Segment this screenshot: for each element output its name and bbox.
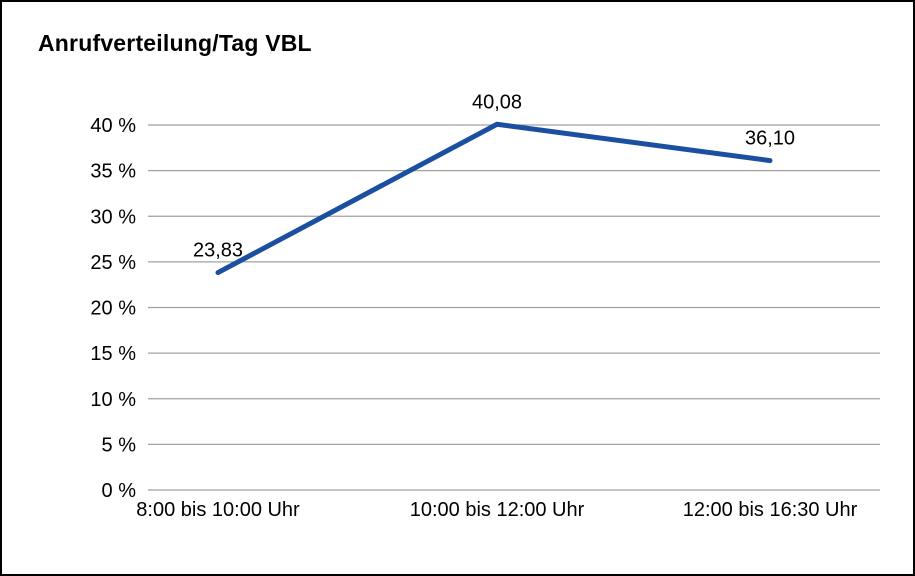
y-axis-tick-label: 30 % [90, 206, 136, 228]
y-axis-tick-label: 15 % [90, 343, 136, 365]
data-point-label: 23,83 [193, 240, 243, 262]
y-axis-tick-label: 35 % [90, 161, 136, 183]
chart-title: Anrufverteilung/Tag VBL [38, 30, 312, 56]
y-axis-tick-label: 5 % [102, 434, 137, 456]
x-axis-tick-label: 8:00 bis 10:00 Uhr [136, 499, 300, 521]
x-axis-tick-label: 10:00 bis 12:00 Uhr [410, 499, 585, 521]
y-axis-tick-label: 10 % [90, 389, 136, 411]
y-axis-tick-label: 20 % [90, 298, 136, 320]
y-axis-tick-label: 40 % [90, 115, 136, 137]
data-point-label: 40,08 [472, 91, 522, 113]
y-axis-tick-label: 0 % [102, 480, 137, 502]
data-point-label: 36,10 [745, 128, 795, 150]
y-axis-tick-label: 25 % [90, 252, 136, 274]
x-axis-tick-label: 12:00 bis 16:30 Uhr [683, 499, 858, 521]
series-line [215, 121, 773, 276]
